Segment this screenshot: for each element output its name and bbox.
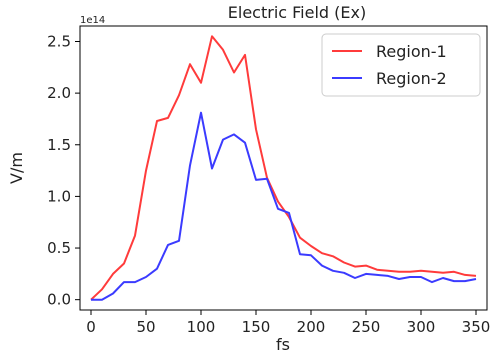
legend-label-region-2: Region-2 — [376, 69, 447, 88]
x-axis-title: fs — [276, 335, 290, 354]
legend-label-region-1: Region-1 — [376, 42, 447, 61]
y-axis: 0.0 0.5 1.0 1.5 2.0 2.5 — [47, 32, 80, 309]
series-line-region-2 — [91, 111, 477, 301]
x-tick-label: 150 — [242, 318, 271, 336]
x-tick-label: 350 — [462, 318, 491, 336]
x-axis: 0 50 100 150 200 250 300 350 — [86, 310, 490, 336]
x-tick-label: 250 — [352, 318, 381, 336]
y-tick-label: 2.5 — [47, 32, 71, 50]
y-tick-label: 1.0 — [47, 187, 71, 205]
x-tick-label: 300 — [407, 318, 436, 336]
x-tick-label: 200 — [297, 318, 326, 336]
y-offset-label: 1e14 — [80, 15, 105, 26]
plot-frame — [79, 25, 488, 311]
legend-box — [321, 33, 481, 97]
y-tick-label: 0.5 — [47, 239, 71, 257]
series-line-region-1 — [90, 35, 477, 301]
chart-title: Electric Field (Ex) — [228, 3, 366, 22]
y-axis-title: V/m — [7, 152, 26, 184]
y-tick-label: 2.0 — [47, 84, 71, 102]
x-tick-label: 50 — [136, 318, 155, 336]
x-tick-label: 0 — [86, 318, 96, 336]
y-tick-label: 1.5 — [47, 136, 71, 154]
y-tick-label: 0.0 — [47, 291, 71, 309]
legend: Region-1 Region-2 — [321, 33, 481, 97]
series-lines — [90, 35, 477, 301]
x-tick-label: 100 — [187, 318, 216, 336]
